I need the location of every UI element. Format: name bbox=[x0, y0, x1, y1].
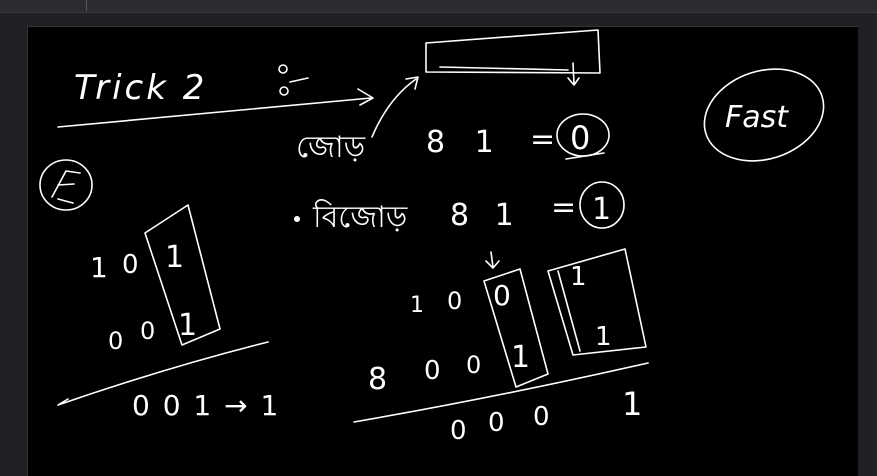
whiteboard-canvas[interactable]: Trick 2 Fast জোড় 8 1 = 0 বিজোড় 8 1 = 1 bbox=[27, 26, 858, 476]
left-result: 0 0 1 → 1 bbox=[132, 389, 280, 422]
left-bot-d3: 1 bbox=[178, 308, 197, 343]
row1-result: 0 bbox=[570, 119, 590, 157]
row2-result: 1 bbox=[592, 192, 611, 227]
mid-res-d1: 0 bbox=[450, 416, 467, 446]
bullet-dot bbox=[294, 216, 300, 222]
box-value-2: 1 bbox=[595, 322, 612, 352]
right-result-box bbox=[547, 248, 647, 356]
handwriting-layer: Trick 2 Fast জোড় 8 1 = 0 বিজোড় 8 1 = 1 bbox=[39, 29, 825, 446]
left-bot-d1: 0 bbox=[108, 327, 123, 355]
row1-lhs: 8 1 bbox=[426, 125, 504, 160]
mid-res-d4: 1 bbox=[622, 385, 642, 423]
mid-top-d2: 0 bbox=[447, 287, 462, 315]
window-top-bar bbox=[0, 0, 877, 13]
mid-sum-line bbox=[353, 362, 649, 423]
mid-bot-d1: 8 bbox=[368, 362, 387, 397]
mid-pointer-arrow bbox=[485, 251, 500, 269]
mid-top-d1: 1 bbox=[410, 293, 424, 318]
top-box-left-arrow bbox=[439, 66, 569, 71]
row1-eq: = bbox=[530, 122, 555, 157]
row2-eq: = bbox=[551, 190, 576, 225]
left-sum-line bbox=[57, 341, 269, 406]
title-trick-2: Trick 2 bbox=[74, 68, 207, 108]
left-top-d3: 1 bbox=[165, 240, 184, 275]
tab-separator bbox=[86, 0, 87, 11]
mid-bracket-box bbox=[483, 268, 549, 388]
row2-word: বিজোড় bbox=[312, 199, 408, 235]
mid-top-d3: 0 bbox=[493, 279, 511, 312]
fast-label: Fast bbox=[725, 100, 789, 135]
row2-lhs: 8 1 bbox=[450, 198, 522, 233]
title-underline-arrow bbox=[57, 88, 374, 128]
pointer-to-box bbox=[371, 76, 419, 138]
left-bot-d2: 0 bbox=[140, 317, 155, 345]
fast-oval bbox=[703, 68, 825, 162]
row1-word: জোড় bbox=[296, 130, 366, 165]
left-top-d2: 0 bbox=[122, 250, 139, 280]
top-box bbox=[425, 29, 601, 74]
title-colon-mark bbox=[278, 64, 309, 96]
left-top-d1: 1 bbox=[90, 251, 108, 284]
mid-res-d2: 0 bbox=[488, 408, 505, 438]
row2-result-circle bbox=[579, 181, 625, 229]
circled-mark-left bbox=[39, 159, 93, 211]
mid-bot-d2: 0 bbox=[424, 356, 441, 386]
box-value-1: 1 bbox=[570, 262, 587, 292]
mid-bot-d3: 0 bbox=[466, 351, 481, 379]
mid-bot-d4: 1 bbox=[511, 340, 530, 375]
left-bracket-box bbox=[144, 204, 221, 346]
top-box-down-arrow bbox=[567, 62, 580, 86]
mid-res-d3: 0 bbox=[533, 402, 550, 432]
